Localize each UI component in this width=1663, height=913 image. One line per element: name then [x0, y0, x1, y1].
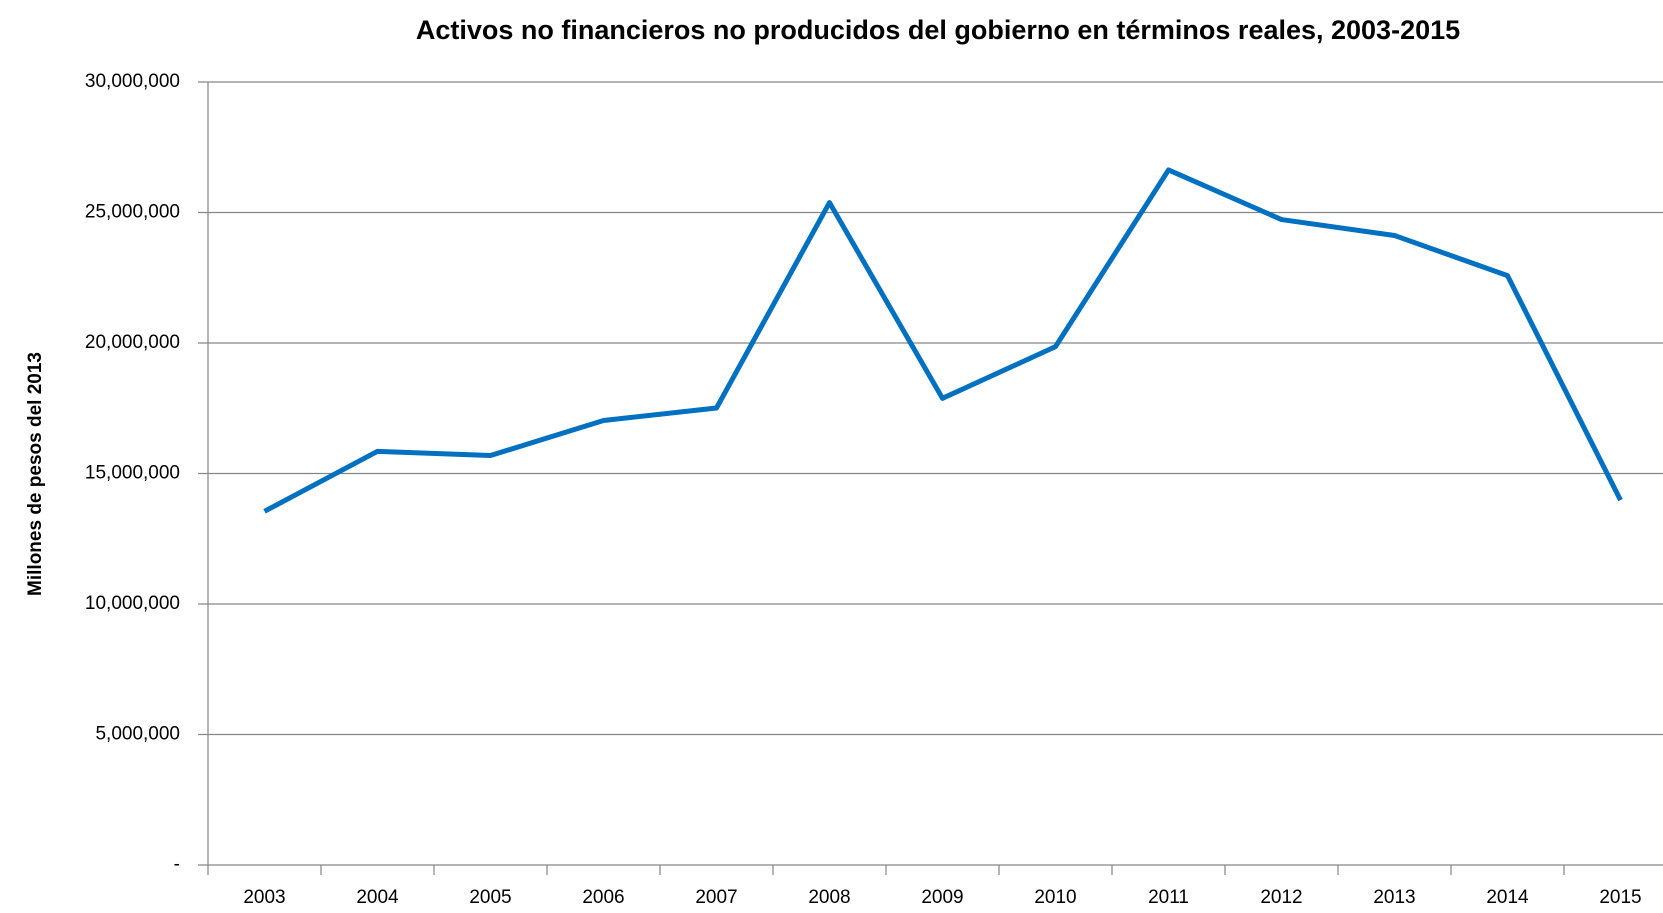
x-tick-label: 2010	[1034, 887, 1076, 908]
x-tick-label: 2003	[243, 887, 285, 908]
y-axis-label: Millones de pesos del 2013	[25, 352, 46, 596]
y-tick-label: 10,000,000	[85, 593, 180, 614]
line-series	[263, 167, 1623, 514]
y-tick-label: 25,000,000	[85, 202, 180, 223]
y-tick-label: 15,000,000	[85, 463, 180, 484]
x-tick-label: 2006	[582, 887, 624, 908]
x-tick-label: 2012	[1260, 887, 1302, 908]
y-tick-label: 5,000,000	[95, 724, 180, 745]
x-tick-label: 2008	[808, 887, 850, 908]
x-tick-label: 2011	[1148, 887, 1189, 908]
x-tick-label: 2009	[921, 887, 963, 908]
chart-title: Activos no financieros no producidos del…	[416, 15, 1460, 45]
y-tick-label: 20,000,000	[85, 332, 180, 353]
x-tick-label: 2015	[1599, 887, 1641, 908]
x-tick-label: 2005	[469, 887, 511, 908]
x-tick-label: 2014	[1486, 887, 1529, 908]
x-tick-label: 2007	[695, 887, 737, 908]
x-tick-label: 2013	[1373, 887, 1415, 908]
y-tick-label: -	[174, 854, 180, 875]
x-tick-label: 2004	[356, 887, 399, 908]
y-tick-label: 30,000,000	[85, 71, 180, 92]
